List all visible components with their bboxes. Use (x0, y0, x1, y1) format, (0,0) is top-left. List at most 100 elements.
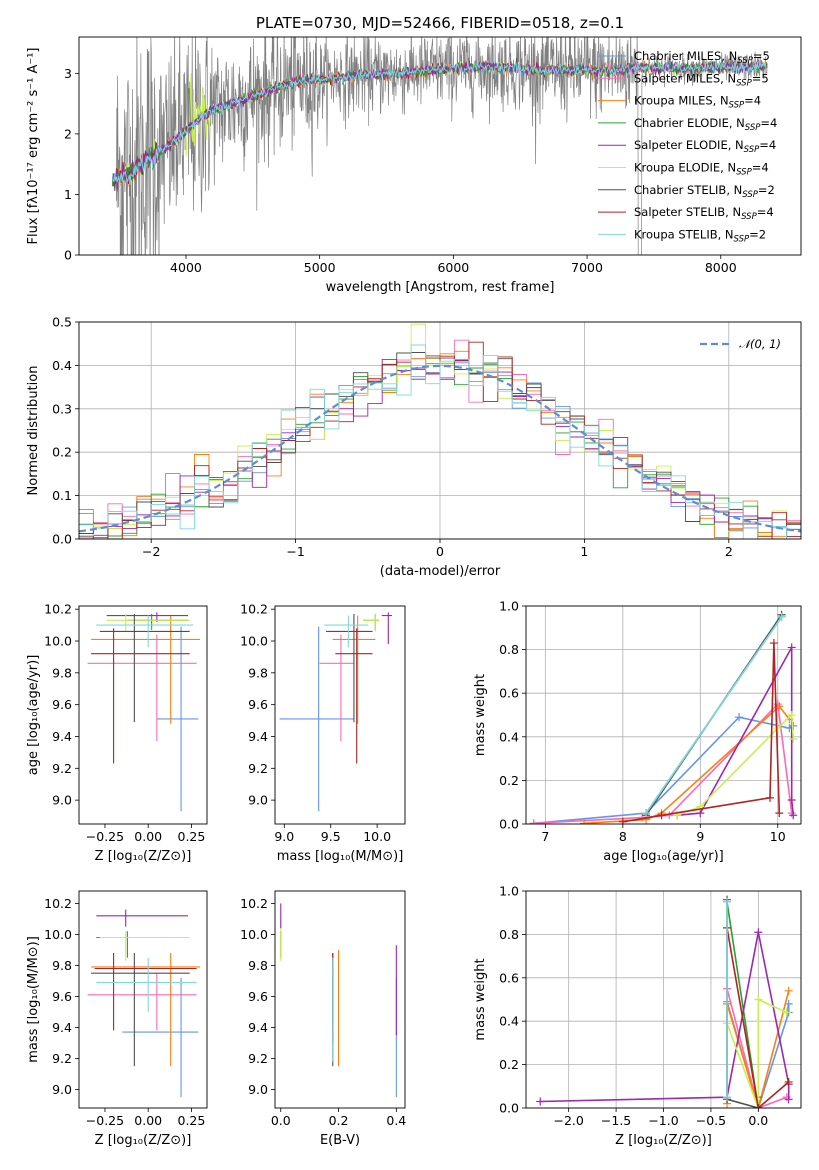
weight-vs-age-marker-4 (789, 811, 798, 820)
mass-vs-Z-ytick-label: 9.0 (52, 1082, 72, 1097)
legend-count: =4 (759, 138, 776, 152)
legend-sub: SSP (737, 56, 753, 66)
weight-vs-Z-series-1 (726, 988, 788, 1108)
residuals-ytick-label: 0.0 (52, 532, 72, 547)
weight-vs-Z-xtick-label: −1.5 (601, 1113, 631, 1128)
histogram-8 (79, 344, 801, 539)
legend-entry-4: Salpeter ELODIE, NSSP=4 (634, 138, 776, 155)
figure-title: PLATE=0730, MJD=52466, FIBERID=0518, z=0… (256, 14, 624, 32)
normal-reference-curve (79, 364, 801, 533)
weight-vs-age-ytick-label: 0.4 (499, 729, 519, 744)
residuals-xtick-label: 0 (436, 544, 444, 559)
age-vs-Z-ytick-label: 9.4 (52, 729, 72, 744)
age-vs-mass-xtick-label: 9.5 (321, 829, 341, 844)
spectrum-ylabel: Flux [fλ10⁻¹⁷ erg cm⁻² s⁻¹ A⁻¹] (26, 48, 41, 245)
weight-vs-Z-xtick-label: −0.5 (696, 1113, 726, 1128)
residuals-ytick-label: 0.5 (52, 315, 72, 330)
mass-vs-Z-ytick-label: 9.6 (52, 989, 72, 1004)
weight-vs-Z-marker-2 (784, 986, 793, 995)
legend-sub: SSP (745, 123, 761, 133)
weight-vs-Z-plot-area (536, 895, 793, 1108)
mass-vs-Z-ytick-label: 10.0 (44, 927, 72, 942)
weight-vs-Z-marker-7 (784, 1077, 793, 1086)
mass-vs-ebv-frame (274, 890, 406, 1109)
weight-vs-age-xlabel: age [log₁₀(age/yr)] (603, 849, 724, 864)
residuals-ytick-label: 0.3 (52, 401, 72, 416)
residuals-ylabel: Normed distribution (26, 366, 41, 496)
age-vs-mass-ytick-label: 9.4 (248, 729, 268, 744)
legend-sub: SSP (744, 145, 760, 155)
weight-vs-Z-ytick-label: 1.0 (499, 884, 519, 899)
residuals-xlabel: (data-model)/error (380, 564, 501, 579)
weight-vs-age-marker-7 (769, 639, 778, 648)
spectrum-model-8 (111, 59, 768, 185)
legend-entry-3: Chabrier ELODIE, NSSP=4 (634, 116, 777, 133)
age-vs-mass-ytick-label: 9.8 (248, 665, 268, 680)
mass-vs-Z-ytick-label: 9.8 (52, 958, 72, 973)
weight-vs-age-marker-7 (657, 811, 666, 820)
age-vs-Z-ytick-label: 10.0 (44, 634, 72, 649)
residuals-ytick-label: 0.4 (52, 358, 72, 373)
weight-vs-age-frame (525, 605, 802, 825)
legend-entry-8: Kroupa STELIB, NSSP=2 (634, 227, 766, 244)
legend-count: =2 (758, 183, 775, 197)
mass-vs-ebv-xtick-label: 0.0 (271, 1113, 291, 1128)
legend-entry-6: Chabrier STELIB, NSSP=2 (634, 183, 775, 200)
age-vs-Z-frame (78, 605, 208, 825)
weight-vs-Z-ytick-label: 0.2 (499, 1057, 519, 1072)
age-vs-mass-plot-area (279, 612, 392, 812)
mass-vs-Z-xlabel: Z [log₁₀(Z/Z⊙)] (95, 1133, 192, 1148)
weight-vs-Z-xtick-label: −1.0 (648, 1113, 678, 1128)
age-vs-Z-ytick-label: 9.0 (52, 793, 72, 808)
age-vs-mass-panel: 9.0 9.5 10.0 9.0 9.2 9.4 9.6 9.8 10.0 10.2 mass [l… (240, 602, 406, 864)
weight-vs-Z-ylabel: mass weight (473, 958, 488, 1040)
mass-vs-ebv-ytick-label: 9.2 (248, 1051, 268, 1066)
age-vs-Z-panel: −0.25 0.00 0.25 9.0 9.2 9.4 9.6 9.8 10.0 10.2 Z [l… (26, 602, 208, 864)
weight-vs-age-xtick-label: 9 (696, 829, 704, 844)
mass-vs-ebv-panel: 0.0 0.2 0.4 9.0 9.2 9.4 9.6 9.8 10.0 10.2 E(B-V) (240, 890, 406, 1148)
mass-vs-Z-panel: −0.25 0.00 0.25 9.0 9.2 9.4 9.6 9.8 10.0 10.2 Z [l… (26, 890, 208, 1148)
legend-count: =4 (760, 116, 777, 130)
spectrum-ytick-label: 3 (64, 66, 72, 81)
age-vs-mass-ytick-label: 9.6 (248, 697, 268, 712)
weight-vs-age-panel: 7 8 9 10 0.0 0.2 0.4 0.6 0.8 1.0 age [log₁₀(age/yr… (473, 599, 802, 864)
residuals-ytick-label: 0.1 (52, 488, 72, 503)
legend-entry-1: Salpeter MILES, NSSP=5 (634, 71, 769, 88)
mass-vs-ebv-xtick-label: 0.4 (386, 1113, 406, 1128)
mass-vs-ebv-xlabel: E(B-V) (320, 1133, 360, 1148)
mass-vs-Z-plot-area (87, 909, 201, 1098)
weight-vs-Z-marker-5 (782, 1008, 791, 1017)
spectrum-ytick-label: 2 (64, 126, 72, 141)
residuals-xtick-label: 2 (725, 544, 733, 559)
weight-vs-age-ylabel: mass weight (473, 674, 488, 756)
weight-vs-Z-marker-7 (754, 1104, 763, 1108)
weight-vs-Z-panel: −2.0 −1.5 −1.0 −0.5 0.0 0.0 0.2 0.4 0.6 0.8 1.0 Z [… (473, 884, 802, 1148)
age-vs-Z-plot-area (87, 612, 201, 812)
weight-vs-Z-marker-4 (536, 1097, 545, 1106)
weight-vs-age-marker-7 (766, 793, 775, 802)
weight-vs-Z-marker-8 (723, 1093, 732, 1102)
weight-vs-age-marker-7 (775, 809, 784, 818)
weight-vs-age-marker-1 (529, 819, 538, 824)
residuals-frame (78, 321, 802, 540)
spectrum-plot-area (111, 37, 768, 255)
legend-entry-7: Salpeter STELIB, NSSP=4 (634, 205, 774, 222)
weight-vs-Z-ytick-label: 0.8 (499, 927, 519, 942)
mass-vs-ebv-ytick-label: 9.4 (248, 1020, 268, 1035)
spectrum-frame (78, 36, 802, 256)
weight-vs-Z-marker-8 (723, 897, 732, 906)
weight-vs-age-ytick-label: 1.0 (499, 599, 519, 614)
mass-vs-ebv-xtick-label: 0.2 (329, 1113, 349, 1128)
legend-sub: SSP (741, 212, 757, 222)
residuals-plot-area (79, 323, 801, 539)
legend-entry-5: Kroupa ELODIE, NSSP=4 (634, 161, 769, 178)
weight-vs-age-marker-5 (787, 711, 796, 719)
age-vs-mass-ytick-label: 10.0 (240, 634, 268, 649)
weight-vs-Z-marker-4 (784, 1095, 793, 1104)
weight-vs-age-marker-8 (777, 612, 786, 621)
mass-vs-ebv-ytick-label: 9.8 (248, 958, 268, 973)
weight-vs-age-ytick-label: 0.6 (499, 686, 519, 701)
age-vs-Z-xtick-label: −0.25 (86, 829, 124, 844)
age-vs-mass-xtick-label: 10.0 (363, 829, 391, 844)
